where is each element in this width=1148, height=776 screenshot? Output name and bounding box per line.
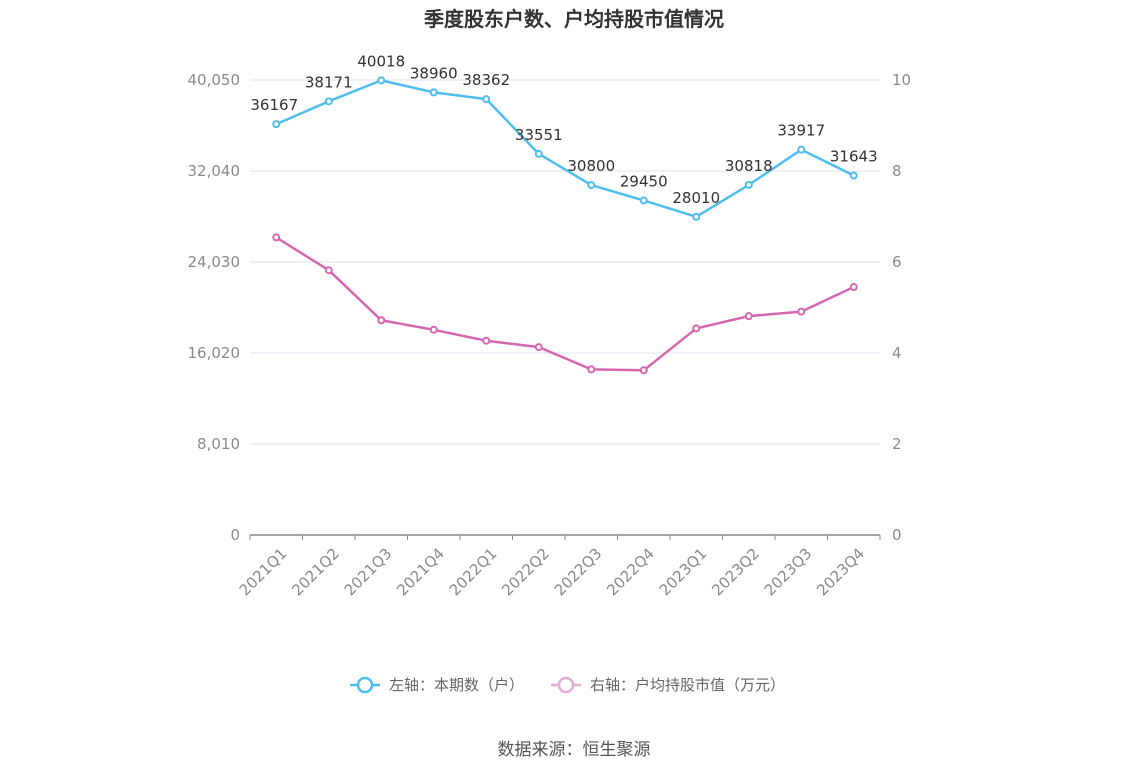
data-point[interactable] bbox=[849, 283, 858, 292]
data-label: 33551 bbox=[515, 126, 563, 144]
right-axis-tick-label: 4 bbox=[892, 344, 902, 362]
data-label: 40018 bbox=[357, 52, 405, 70]
legend-label-1[interactable]: 左轴：本期数（户） bbox=[389, 676, 524, 694]
right-axis-tick-label: 10 bbox=[892, 71, 911, 89]
data-label: 31643 bbox=[830, 148, 878, 166]
x-axis-tick-label: 2021Q4 bbox=[393, 545, 448, 600]
data-point[interactable] bbox=[849, 171, 858, 180]
x-axis-tick-label: 2021Q3 bbox=[341, 545, 396, 600]
data-point[interactable] bbox=[482, 95, 491, 104]
data-label: 30818 bbox=[725, 157, 773, 175]
series-line-1 bbox=[275, 79, 855, 219]
data-point[interactable] bbox=[272, 233, 281, 242]
left-axis-tick-label: 16,020 bbox=[188, 344, 241, 362]
data-point[interactable] bbox=[482, 336, 491, 345]
data-label: 29450 bbox=[620, 172, 668, 190]
data-point[interactable] bbox=[429, 325, 438, 334]
data-label: 36167 bbox=[250, 96, 298, 114]
data-point[interactable] bbox=[639, 196, 648, 205]
data-point[interactable] bbox=[534, 149, 543, 158]
x-axis-tick-label: 2023Q3 bbox=[761, 545, 816, 600]
legend-marker-1[interactable] bbox=[356, 676, 374, 694]
legend-marker-2[interactable] bbox=[557, 676, 575, 694]
right-axis-tick-label: 2 bbox=[892, 435, 902, 453]
data-label: 30800 bbox=[567, 157, 615, 175]
chart-title: 季度股东户数、户均持股市值情况 bbox=[423, 7, 724, 31]
x-axis-tick-label: 2022Q2 bbox=[498, 545, 553, 600]
data-point[interactable] bbox=[377, 76, 386, 85]
data-point[interactable] bbox=[377, 316, 386, 325]
data-point[interactable] bbox=[797, 145, 806, 154]
x-axis-tick-label: 2023Q2 bbox=[708, 545, 763, 600]
grid-lines bbox=[250, 79, 880, 445]
data-point[interactable] bbox=[587, 181, 596, 190]
data-point[interactable] bbox=[587, 365, 596, 374]
series-line-2 bbox=[275, 236, 855, 372]
data-point[interactable] bbox=[272, 120, 281, 129]
data-label: 38171 bbox=[305, 73, 353, 91]
data-point[interactable] bbox=[429, 88, 438, 97]
data-point[interactable] bbox=[744, 312, 753, 321]
data-point[interactable] bbox=[324, 266, 333, 275]
data-point[interactable] bbox=[797, 307, 806, 316]
x-axis-tick-label: 2021Q1 bbox=[236, 545, 291, 600]
data-source: 数据来源：恒生聚源 bbox=[498, 740, 651, 760]
left-axis-tick-label: 32,040 bbox=[188, 162, 241, 180]
data-point[interactable] bbox=[324, 97, 333, 106]
left-axis-tick-label: 8,010 bbox=[197, 435, 240, 453]
x-axis-tick-label: 2023Q1 bbox=[656, 545, 711, 600]
left-axis-tick-label: 0 bbox=[230, 526, 240, 544]
left-axis-tick-label: 40,050 bbox=[188, 71, 241, 89]
data-point[interactable] bbox=[692, 324, 701, 333]
right-axis-tick-label: 0 bbox=[892, 526, 902, 544]
x-axis-tick-label: 2022Q3 bbox=[551, 545, 606, 600]
x-axis-tick-label: 2022Q4 bbox=[603, 545, 658, 600]
legend[interactable]: 左轴：本期数（户） 右轴：户均持股市值（万元） bbox=[350, 676, 785, 694]
x-axis-tick-label: 2022Q1 bbox=[446, 545, 501, 600]
legend-label-2[interactable]: 右轴：户均持股市值（万元） bbox=[590, 676, 785, 694]
data-point[interactable] bbox=[692, 212, 701, 221]
data-label: 38960 bbox=[410, 64, 458, 82]
data-point[interactable] bbox=[639, 366, 648, 375]
left-axis-tick-label: 24,030 bbox=[188, 253, 241, 271]
data-label: 38362 bbox=[462, 71, 510, 89]
x-axis-tick-label: 2021Q2 bbox=[288, 545, 343, 600]
data-label: 33917 bbox=[777, 122, 825, 140]
data-point[interactable] bbox=[744, 180, 753, 189]
right-axis-tick-label: 6 bbox=[892, 253, 902, 271]
right-axis-tick-label: 8 bbox=[892, 162, 902, 180]
data-point[interactable] bbox=[534, 343, 543, 352]
data-label: 28010 bbox=[672, 189, 720, 207]
x-axis-tick-label: 2023Q4 bbox=[813, 545, 868, 600]
